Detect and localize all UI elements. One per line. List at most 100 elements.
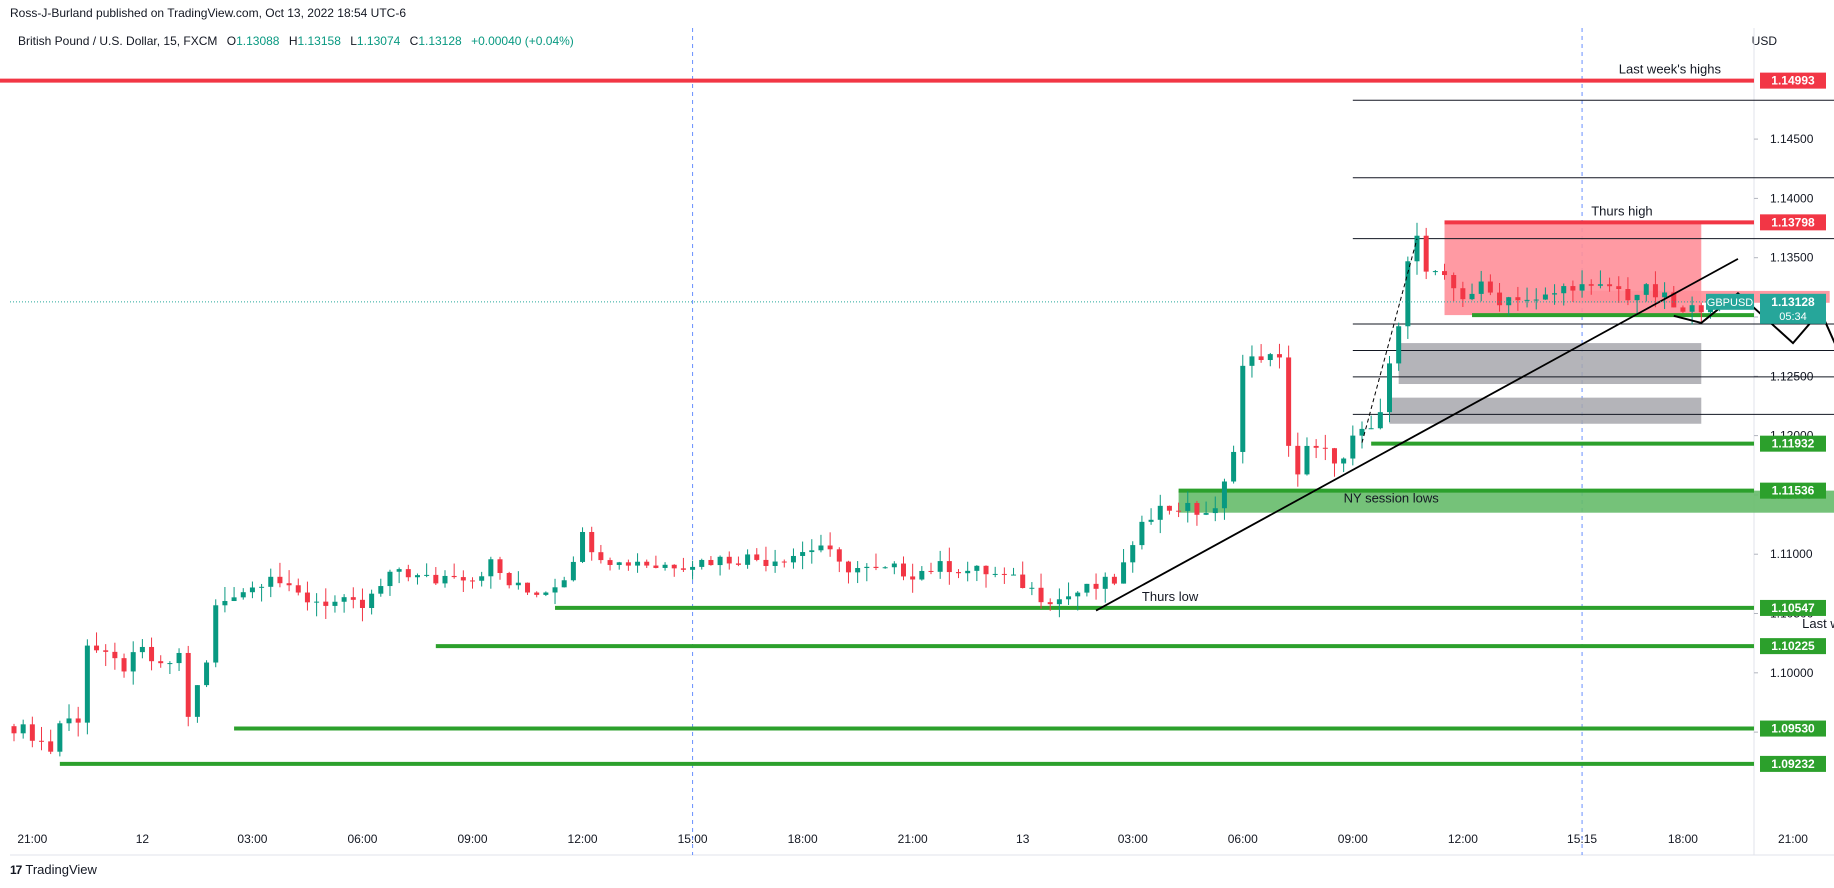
candle-body [149, 646, 155, 662]
candle-body [1442, 271, 1448, 276]
candle-body [1056, 599, 1062, 605]
candle-body [1451, 275, 1457, 289]
candle-body [460, 577, 466, 581]
candle-body [864, 566, 870, 569]
candle-body [1295, 445, 1301, 475]
level-price-label: 1.09232 [1771, 757, 1815, 771]
grey-zone [1389, 397, 1702, 424]
candle-body [20, 724, 26, 734]
candle-body [1414, 235, 1420, 262]
time-tick-label: 03:00 [1118, 832, 1148, 846]
candle-body [1588, 284, 1594, 286]
candle-body [1506, 297, 1512, 306]
candle-body [332, 601, 338, 606]
price-tick-label: 1.12500 [1770, 369, 1814, 383]
fib-anchor-line [1361, 238, 1418, 443]
chart-annotation: Last week's lows [1802, 616, 1834, 631]
candle-body [1497, 292, 1503, 306]
candle-body [240, 592, 246, 598]
candle-body [48, 741, 54, 752]
level-price-badge [1760, 599, 1826, 616]
candle-body [213, 605, 219, 663]
candle-body [1075, 592, 1081, 597]
candle-body [387, 571, 393, 587]
candle-body [607, 560, 613, 565]
currency-label: USD [1751, 34, 1777, 48]
candle-body [341, 597, 347, 602]
candle-body [534, 592, 540, 595]
candle-body [112, 651, 118, 659]
time-tick-label: 12 [136, 832, 150, 846]
candle-body [424, 574, 430, 576]
open-value: 1.13088 [236, 34, 280, 48]
time-tick-label: 21:00 [898, 832, 928, 846]
candle-body [717, 556, 723, 566]
candle-body [763, 559, 769, 566]
symbol-description: British Pound / U.S. Dollar, 15, FXCM [18, 34, 218, 48]
candle-body [525, 582, 531, 593]
candle-body [1130, 545, 1136, 563]
candle-body [1359, 428, 1365, 436]
level-price-label: 1.10225 [1771, 639, 1815, 653]
time-tick-label: 18:00 [788, 832, 818, 846]
level-annotation: Thurs high [1591, 203, 1652, 218]
candle-body [405, 569, 411, 578]
candle-body [1368, 428, 1374, 430]
candle-body [690, 566, 696, 570]
price-tick-label: 1.10000 [1770, 666, 1814, 680]
candle-body [1212, 508, 1218, 514]
candle-body [488, 559, 494, 577]
high-key: H [288, 34, 298, 48]
candle-body [75, 718, 81, 723]
candle-body [653, 565, 659, 568]
candle-body [470, 580, 475, 582]
candle-body [1607, 284, 1613, 287]
candle-body [891, 563, 897, 568]
candle-body [396, 569, 402, 572]
candle-body [259, 586, 265, 588]
candle-body [130, 652, 136, 672]
candle-body [1194, 502, 1200, 515]
candle-body [635, 561, 641, 566]
candle-body [451, 575, 457, 578]
candle-body [1405, 261, 1411, 327]
tradingview-logo-text: TradingView [25, 862, 97, 877]
candle-body [378, 586, 384, 594]
candle-body [497, 559, 503, 574]
candle-body [1570, 286, 1576, 291]
candle-body [827, 545, 833, 550]
candle-body [1267, 354, 1273, 361]
trendline [1095, 258, 1739, 612]
high-value: 1.13158 [297, 34, 341, 48]
candle-body [745, 554, 751, 565]
candle-body [873, 566, 879, 569]
close-key: C [409, 34, 419, 48]
price-tick-label: 1.11000 [1770, 547, 1813, 561]
candle-body [1432, 271, 1438, 273]
level-price-label: 1.11536 [1772, 484, 1815, 498]
candle-body [1001, 573, 1007, 575]
current-price-label: 1.13128 [1771, 295, 1815, 309]
candle-body [139, 646, 145, 653]
candle-body [1423, 235, 1429, 272]
current-price-badge [1760, 293, 1826, 324]
candle-body [1707, 309, 1713, 313]
candle-body [121, 658, 127, 672]
time-tick-label: 21:00 [1778, 832, 1808, 846]
candle-body [515, 582, 521, 586]
tradingview-logo: 17 TradingView [10, 862, 97, 877]
candle-body [66, 718, 72, 724]
candle-body [754, 554, 760, 560]
candle-body [1377, 412, 1383, 429]
grey-zone [1398, 343, 1702, 385]
candle-body [295, 585, 301, 593]
candle-body [1579, 284, 1585, 291]
candle-body [1478, 281, 1484, 294]
time-tick-label: 06:00 [347, 832, 377, 846]
candle-body [1203, 513, 1209, 515]
candle-body [222, 601, 228, 606]
candle-body [937, 561, 943, 572]
candle-body [350, 597, 356, 600]
